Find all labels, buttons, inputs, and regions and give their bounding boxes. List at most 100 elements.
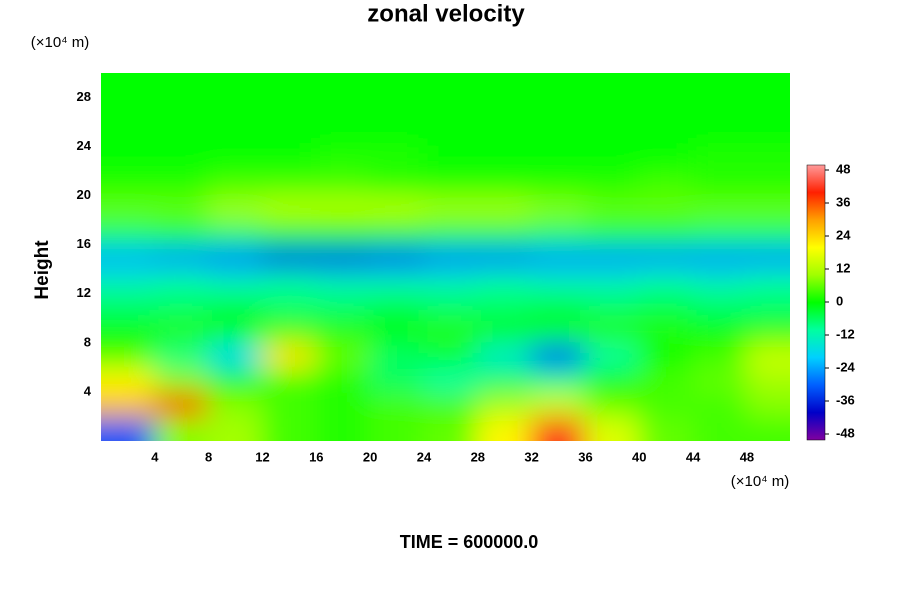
contour-cell (261, 341, 318, 369)
contour-cell (584, 73, 641, 99)
contour-cell (584, 96, 641, 124)
contour-cell (530, 145, 587, 173)
contour-cell (101, 170, 156, 197)
contour-cell (584, 292, 641, 320)
contour-cell (369, 194, 425, 222)
contour-cell (207, 415, 264, 441)
contour-cell (261, 170, 318, 197)
contour-cell (638, 219, 695, 246)
contour-cell (692, 317, 748, 344)
contour-cell (745, 292, 790, 320)
contour-cell (207, 96, 264, 124)
contour-cell (315, 415, 372, 441)
contour-cell (315, 341, 372, 369)
y-tick-label: 24 (77, 138, 92, 153)
contour-cell (530, 96, 587, 124)
contour-cell (692, 121, 748, 148)
contour-cell (101, 145, 156, 173)
contour-cell (584, 366, 641, 393)
contour-cell (476, 390, 533, 418)
contour-cell (153, 96, 210, 124)
colorbar-tick-label: -24 (836, 359, 856, 374)
footer: TIME = 600000.0 (400, 532, 539, 552)
contour-cell (153, 317, 210, 344)
contour-cell (476, 415, 533, 441)
contour-cell (692, 341, 748, 369)
contour-cell (745, 219, 790, 246)
x-tick-label: 20 (363, 449, 377, 464)
contour-cell (153, 366, 210, 393)
contour-cell (315, 121, 372, 148)
contour-cell (638, 390, 695, 418)
contour-cell (745, 243, 790, 271)
contour-cell (476, 73, 533, 99)
contour-cell (745, 170, 790, 197)
x-tick-label: 28 (471, 449, 485, 464)
contour-cell (153, 341, 210, 369)
contour-cell (153, 145, 210, 173)
contour-cell (153, 268, 210, 295)
contour-cell (315, 96, 372, 124)
contour-cell (315, 170, 372, 197)
contour-cell (745, 317, 790, 344)
contour-cell (207, 268, 264, 295)
contour-cell (584, 268, 641, 295)
contour-cell (261, 96, 318, 124)
contour-cell (369, 219, 425, 246)
contour-cell (745, 366, 790, 393)
y-tick-label: 4 (84, 383, 92, 398)
colorbar-tick-label: 12 (836, 260, 850, 275)
contour-cell (101, 317, 156, 344)
contour-cell (207, 121, 264, 148)
contour-cell (422, 145, 479, 173)
contour-cell (315, 317, 372, 344)
colorbar-tick-label: 36 (836, 194, 850, 209)
contour-cell (422, 415, 479, 441)
contour-cell (207, 366, 264, 393)
contour-cell (476, 194, 533, 222)
y-unit: (×10⁴ m) (31, 34, 90, 51)
x-tick-label: 12 (255, 449, 269, 464)
contour-cell (692, 415, 748, 441)
contour-cell (530, 243, 587, 271)
contour-cell (153, 243, 210, 271)
contour-cell (476, 366, 533, 393)
contour-cell (207, 317, 264, 344)
contour-cell (530, 268, 587, 295)
contour-cell (692, 243, 748, 271)
x-tick-label: 16 (309, 449, 323, 464)
colorbar-tick-label: 24 (836, 227, 851, 242)
contour-cell (638, 317, 695, 344)
contour-cell (476, 170, 533, 197)
contour-cell (638, 292, 695, 320)
contour-cell (315, 73, 372, 99)
contour-cell (692, 390, 748, 418)
contour-cell (261, 243, 318, 271)
contour-cell (101, 341, 156, 369)
contour-cell (476, 292, 533, 320)
contour-cell (315, 145, 372, 173)
contour-cell (422, 219, 479, 246)
x-tick-label: 4 (151, 449, 159, 464)
contour-cell (101, 219, 156, 246)
contour-cell (261, 366, 318, 393)
contour-cell (315, 194, 372, 222)
contour-cell (638, 121, 695, 148)
contour-cell (476, 341, 533, 369)
contour-cell (584, 317, 641, 344)
x-tick-label: 36 (578, 449, 592, 464)
contour-cell (422, 73, 479, 99)
x-unit: (×10⁴ m) (731, 473, 790, 490)
contour-cell (692, 73, 748, 99)
contour-cell (207, 341, 264, 369)
contour-cell (261, 390, 318, 418)
contour-cell (530, 219, 587, 246)
contour-cell (745, 268, 790, 295)
contour-cell (101, 366, 156, 393)
colorbar-tick-label: 0 (836, 293, 843, 308)
contour-cell (422, 243, 479, 271)
contour-cell (207, 73, 264, 99)
x-tick-label: 24 (417, 449, 432, 464)
contour-cell (101, 73, 156, 99)
